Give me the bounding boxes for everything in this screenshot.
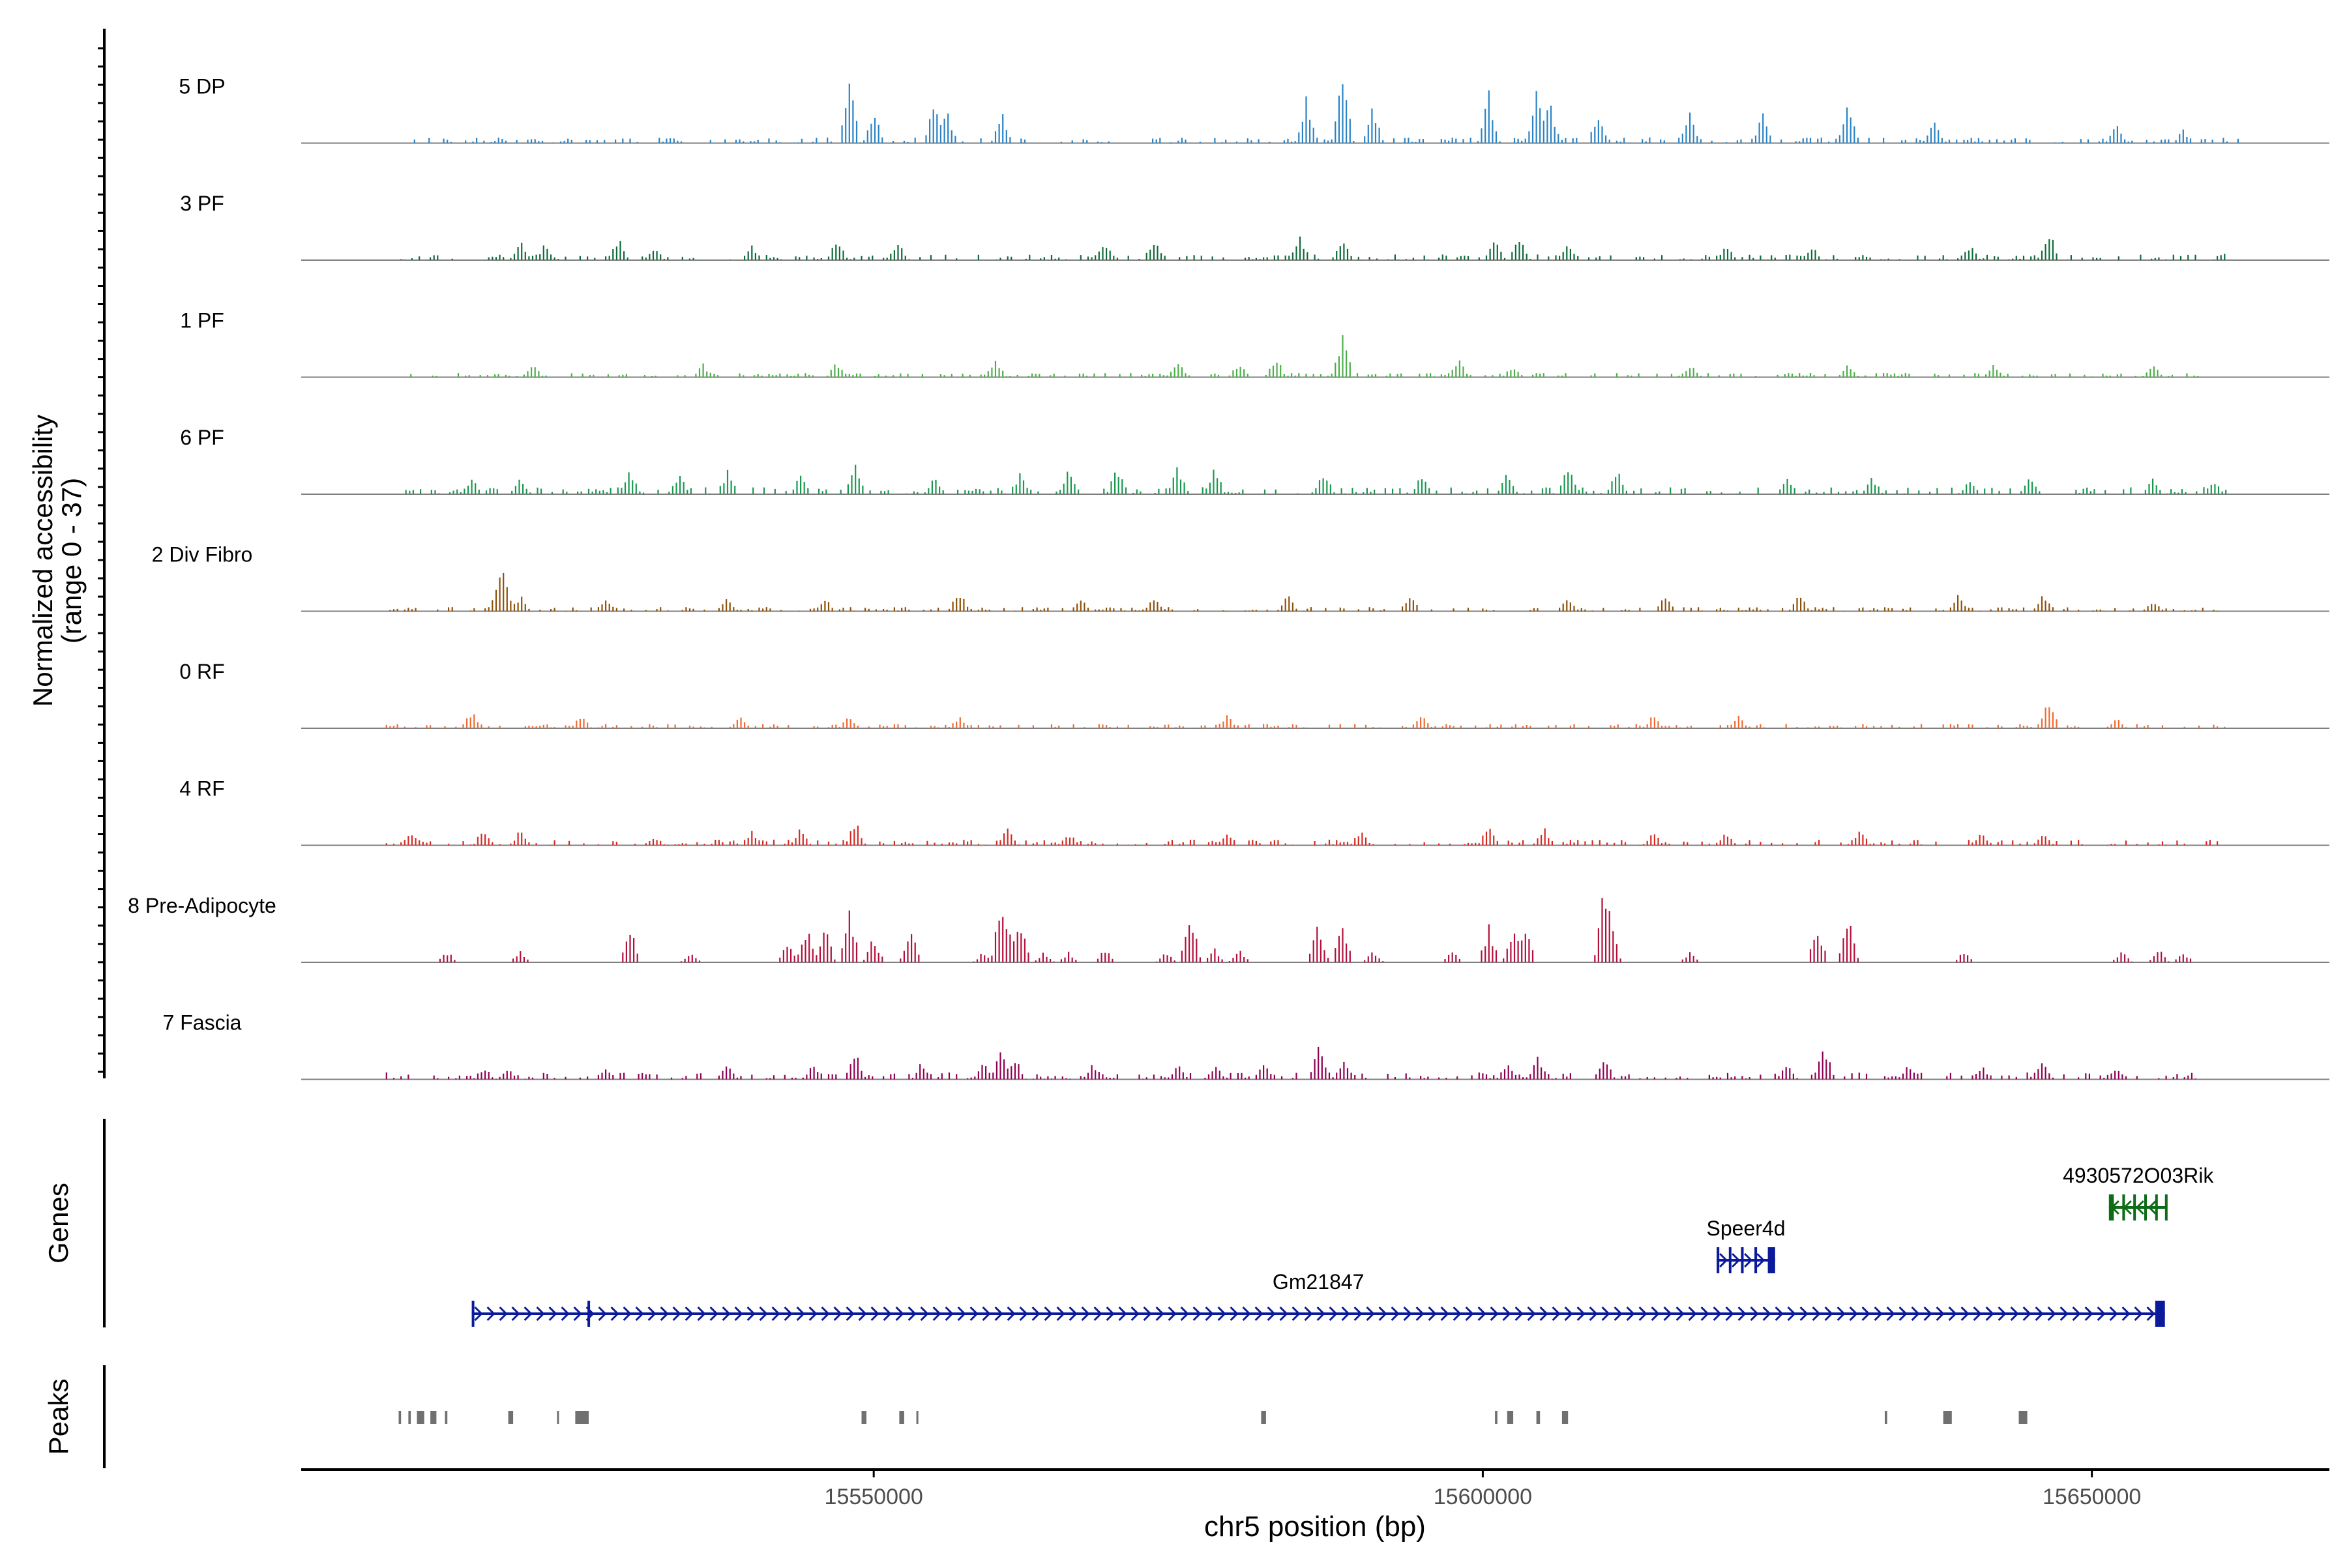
coverage-signal [400, 236, 2226, 260]
track-label: 8 Pre-Adipocyte [128, 894, 276, 917]
peak-region [2018, 1411, 2028, 1424]
accessibility-y-axis [98, 29, 106, 1078]
peak-region [1536, 1411, 1541, 1424]
gene-exon [2108, 1194, 2114, 1220]
gene-exon [2155, 1301, 2165, 1327]
y-axis-label-line2: (range 0 - 37) [56, 478, 87, 643]
coverage-signal [439, 898, 2192, 962]
x-axis-tick-label: 15550000 [825, 1485, 923, 1509]
genes-panel-label: Genes [43, 1183, 74, 1264]
x-axis: 15550000 15600000 15650000 [301, 1468, 2329, 1509]
track-4-rf: 4 RF [179, 777, 2329, 846]
peak-region [417, 1411, 424, 1424]
peak-region [1943, 1411, 1952, 1424]
track-0-rf: 0 RF [179, 660, 2329, 729]
gene-exon [1741, 1247, 1744, 1273]
gene-speer4d[interactable]: Speer4d [1707, 1217, 1786, 1273]
gene-exon [1767, 1247, 1775, 1273]
peak-region [398, 1411, 402, 1424]
track-label: 6 PF [180, 426, 224, 449]
track-3-pf: 3 PF [180, 192, 2329, 261]
gene-exon [587, 1301, 591, 1327]
peak-region [916, 1411, 919, 1424]
gene-exon [1728, 1247, 1732, 1273]
y-axis-label-line1: Normalized accessibility [27, 415, 58, 707]
gene-label: Gm21847 [1273, 1270, 1365, 1294]
track-8-pre-adipocyte: 8 Pre-Adipocyte [128, 894, 2329, 963]
gene-exon [2164, 1194, 2168, 1220]
track-6-pf: 6 PF [180, 426, 2329, 495]
gene-exon [2122, 1194, 2125, 1220]
coverage-signal [405, 464, 2227, 494]
gene-strand-arrows [474, 1306, 2155, 1322]
gene-exon [471, 1301, 475, 1327]
track-label: 1 PF [180, 309, 224, 333]
track-label: 7 Fascia [163, 1011, 242, 1035]
track-2-div-fibro: 2 Div Fibro [152, 543, 2329, 612]
peak-region [430, 1411, 437, 1424]
gene-exon [2155, 1194, 2158, 1220]
track-label: 2 Div Fibro [152, 543, 253, 567]
peak-region [1507, 1411, 1514, 1424]
track-label: 3 PF [180, 192, 224, 215]
peak-region [557, 1411, 559, 1424]
track-1-pf: 1 PF [180, 309, 2329, 378]
gene-4930572o03rik[interactable]: 4930572O03Rik [2063, 1164, 2214, 1220]
gene-strand-arrows [1719, 1252, 1765, 1268]
peak-region [1495, 1411, 1498, 1424]
peaks-track [398, 1411, 2028, 1424]
peak-region [1561, 1411, 1569, 1424]
coverage-signal [410, 335, 2199, 377]
track-5-dp: 5 DP [179, 75, 2329, 144]
peak-region [445, 1411, 448, 1424]
peak-region [861, 1411, 866, 1424]
peak-region [575, 1411, 589, 1424]
gene-exon [2144, 1194, 2147, 1220]
genes-track: Gm21847 Speer4d 4930572O03Rik [471, 1164, 2214, 1327]
coverage-signal [385, 1046, 2196, 1080]
coverage-signal [385, 825, 2219, 846]
track-7-fascia: 7 Fascia [163, 1011, 2329, 1080]
coverage-signal [385, 707, 2226, 728]
x-axis-tick-label: 15600000 [1434, 1485, 1532, 1509]
track-label: 4 RF [179, 777, 224, 801]
gene-label: 4930572O03Rik [2063, 1164, 2214, 1187]
gene-exon [1717, 1247, 1720, 1273]
track-label: 0 RF [179, 660, 224, 683]
peak-region [899, 1411, 904, 1424]
x-axis-label: chr5 position (bp) [1204, 1511, 1426, 1543]
track-label: 5 DP [179, 75, 225, 98]
gene-exon [1754, 1247, 1758, 1273]
coverage-signal [389, 572, 2219, 612]
peak-region [1885, 1411, 1887, 1424]
gene-exon [2133, 1194, 2136, 1220]
gene-gm21847[interactable]: Gm21847 [471, 1270, 2165, 1327]
peak-region [1261, 1411, 1266, 1424]
peaks-panel-label: Peaks [43, 1379, 74, 1455]
coverage-tracks: 5 DP 3 PF 1 PF 6 PF 2 Div Fibro 0 RF 4 RF 8 Pre… [128, 75, 2329, 1080]
peak-region [408, 1411, 411, 1424]
gene-label: Speer4d [1707, 1217, 1786, 1240]
x-axis-tick-label: 15650000 [2043, 1485, 2141, 1509]
peak-region [508, 1411, 514, 1424]
coverage-signal [413, 83, 2239, 143]
